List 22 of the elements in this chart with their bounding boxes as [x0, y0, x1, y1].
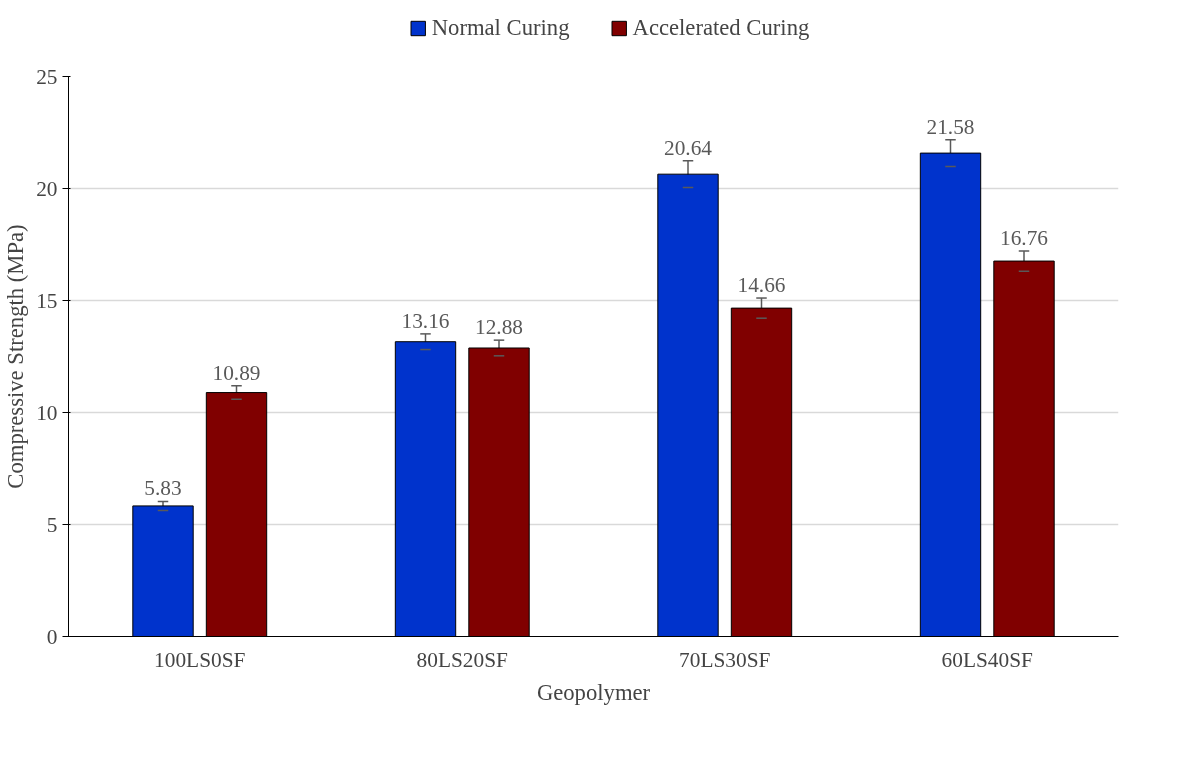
- data-label: 13.16: [401, 308, 450, 333]
- legend-label: Normal Curing: [431, 15, 570, 41]
- y-tick-label: 10: [36, 400, 58, 425]
- legend-label: Accelerated Curing: [632, 15, 810, 41]
- x-tick-label: 70LS30SF: [679, 647, 771, 672]
- data-label: 20.64: [664, 135, 713, 160]
- x-axis-title: Geopolymer: [536, 679, 651, 705]
- y-tick-label: 25: [36, 64, 58, 89]
- y-tick-label: 15: [36, 288, 58, 313]
- data-label: 14.66: [737, 273, 786, 298]
- x-tick-label: 60LS40SF: [941, 647, 1034, 672]
- y-tick-label: 20: [36, 176, 58, 201]
- y-tick-label: 0: [46, 624, 58, 649]
- y-tick-label: 5: [46, 512, 58, 537]
- x-tick-label: 100LS0SF: [154, 647, 246, 672]
- data-label: 10.89: [212, 360, 261, 385]
- data-label: 5.83: [144, 476, 182, 501]
- data-label: 12.88: [475, 315, 524, 340]
- y-axis-title: Compressive Strength (MPa): [3, 224, 29, 489]
- data-label: 21.58: [926, 114, 975, 139]
- x-tick-label: 80LS20SF: [416, 647, 509, 672]
- data-label: 16.76: [1000, 226, 1049, 250]
